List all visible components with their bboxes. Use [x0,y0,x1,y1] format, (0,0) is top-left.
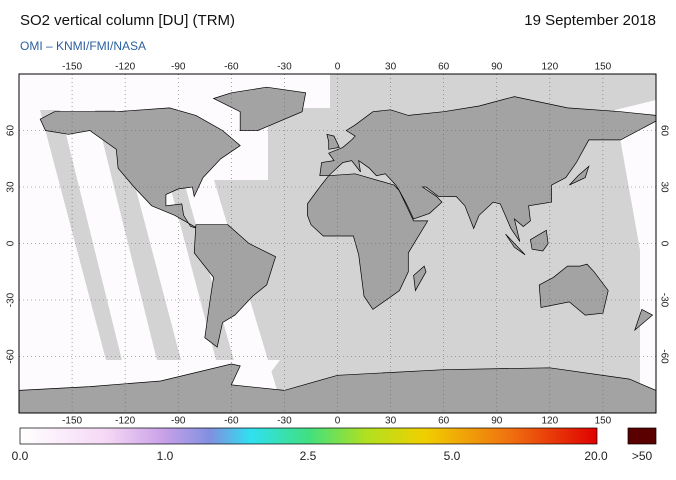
lon-label-top: -150 [62,62,82,73]
lon-label-top: 90 [491,62,503,73]
landmass [319,96,656,242]
lon-label-top: 30 [385,62,397,73]
lon-label-top: 0 [335,62,341,73]
lon-label-bottom: 90 [491,416,503,427]
lat-label-left: -30 [6,292,17,307]
lat-label-left: 60 [6,125,17,137]
colorbar [19,427,598,445]
lat-label-right: 30 [658,181,669,193]
lat-label-left: -60 [6,349,17,364]
lon-label-top: -30 [277,62,292,73]
landmass [530,229,549,252]
colorbar-label: 20.0 [584,449,608,463]
landmass [569,165,590,186]
title: SO2 vertical column [DU] (TRM) [20,12,235,29]
lon-label-bottom: -150 [62,416,82,427]
lat-label-right: 60 [658,125,669,137]
source: OMI – KNMI/FMI/NASA [20,39,146,53]
lon-label-top: 60 [438,62,450,73]
lon-label-bottom: -60 [224,416,239,427]
lat-label-right: 0 [658,241,669,247]
lon-label-top: 120 [541,62,558,73]
lon-label-bottom: 150 [595,416,612,427]
landmass [39,107,241,229]
lon-label-top: -120 [115,62,135,73]
lat-label-right: -30 [658,293,669,308]
landmass [326,133,340,150]
lon-label-bottom: -90 [171,416,186,427]
lat-label-left: 30 [6,181,17,193]
landmass [193,224,277,348]
landmass [538,263,609,316]
colorbar-label: >50 [632,449,653,463]
colorbar-label: 1.0 [157,449,174,463]
landmass [634,308,654,332]
date: 19 September 2018 [524,12,656,29]
landmass [505,233,526,256]
land [19,86,656,413]
colorbar-label: 5.0 [444,449,461,463]
landmass [19,363,656,413]
lon-label-top: -90 [171,62,186,73]
lon-label-bottom: 30 [385,416,397,427]
lon-label-bottom: 60 [438,416,450,427]
colorbar-label: 0.0 [12,449,29,463]
graticule [19,74,656,413]
lon-label-bottom: -30 [277,416,292,427]
lat-label-right: -60 [658,349,669,364]
lat-label-left: 0 [6,240,17,246]
landmass [413,265,427,292]
colorbar-overflow [627,427,657,445]
lon-label-top: 150 [595,62,612,73]
map-frame [18,73,657,414]
lon-label-bottom: 120 [541,416,558,427]
colorbar-label: 2.5 [300,449,317,463]
lon-label-bottom: -120 [115,416,135,427]
landmass [212,86,307,131]
lon-label-top: -60 [224,62,239,73]
lon-label-bottom: 0 [335,416,341,427]
